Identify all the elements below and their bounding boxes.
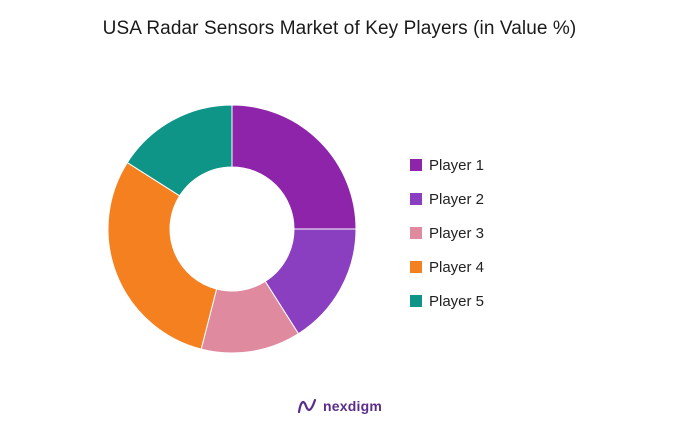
- donut-slices: [107, 104, 357, 354]
- legend-item-player-1: Player 1: [410, 148, 484, 182]
- legend-item-player-2: Player 2: [410, 182, 484, 216]
- slice-player-5: [126, 104, 233, 197]
- legend-label: Player 5: [429, 292, 485, 310]
- legend-swatch: [410, 227, 422, 239]
- slice-player-1: [231, 104, 357, 230]
- brand-logo: nexdigm: [0, 398, 679, 414]
- legend-label: Player 4: [429, 258, 485, 276]
- legend-swatch: [410, 295, 422, 307]
- legend-label: Player 1: [429, 156, 485, 174]
- legend-swatch: [410, 193, 422, 205]
- legend-label: Player 3: [429, 224, 485, 242]
- legend-item-player-5: Player 5: [410, 284, 484, 318]
- legend-swatch: [410, 261, 422, 273]
- chart-legend: Player 1 Player 2 Player 3 Player 4 Player 5: [410, 148, 484, 318]
- legend-item-player-4: Player 4: [410, 250, 484, 284]
- chart-title: USA Radar Sensors Market of Key Players …: [102, 18, 577, 39]
- slice-player-4: [107, 161, 218, 350]
- legend-label: Player 2: [429, 190, 485, 208]
- nexdigm-logo-icon: [297, 398, 317, 414]
- legend-item-player-3: Player 3: [410, 216, 484, 250]
- logo-text: nexdigm: [323, 398, 382, 414]
- legend-swatch: [410, 159, 422, 171]
